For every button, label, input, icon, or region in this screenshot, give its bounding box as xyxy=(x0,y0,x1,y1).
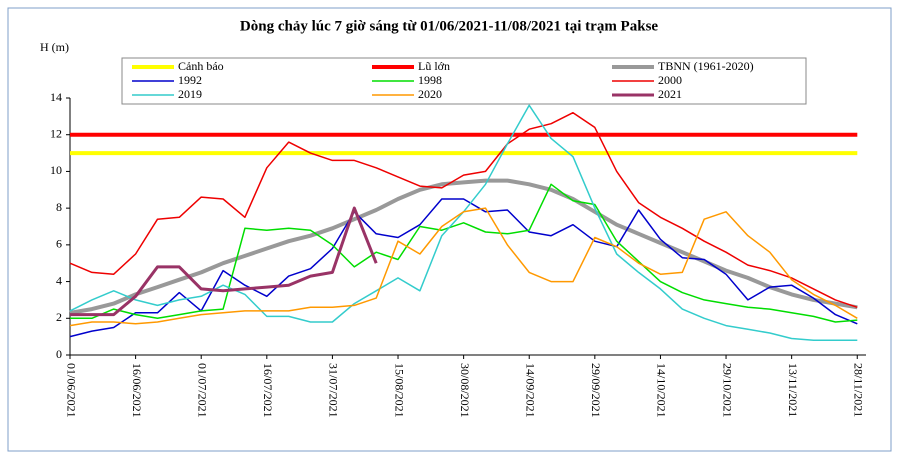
series-line xyxy=(69,207,858,327)
series-line xyxy=(70,183,858,323)
chart-title: Dòng chảy lúc 7 giờ sáng từ 01/06/2021-1… xyxy=(240,18,658,34)
y-axis-label: H (m) xyxy=(40,40,69,54)
series-line xyxy=(70,206,378,317)
y-tick-label: 12 xyxy=(50,126,62,140)
y-tick-label: 2 xyxy=(56,310,62,324)
x-tick-label: 29/10/2021 xyxy=(720,363,734,418)
legend-label: Lũ lớn xyxy=(418,59,450,73)
series-line xyxy=(69,178,858,315)
legend xyxy=(121,57,807,105)
legend-label: 2019 xyxy=(178,87,202,101)
x-tick-label: 29/09/2021 xyxy=(589,363,603,418)
legend-label: 2000 xyxy=(658,73,682,87)
x-tick-label: 16/07/2021 xyxy=(261,363,275,418)
x-tick-label: 28/11/2021 xyxy=(852,363,866,417)
x-tick-label: 30/08/2021 xyxy=(458,363,472,418)
legend-label: Cảnh báo xyxy=(178,59,224,73)
legend-label: 2020 xyxy=(418,87,442,101)
y-tick-label: 10 xyxy=(50,163,62,177)
legend-label: TBNN (1961-2020) xyxy=(658,59,754,73)
x-tick-label: 01/07/2021 xyxy=(195,363,209,418)
y-tick-label: 0 xyxy=(56,347,62,361)
y-tick-label: 6 xyxy=(56,237,62,251)
legend-label: 1992 xyxy=(178,73,202,87)
x-tick-label: 15/08/2021 xyxy=(392,363,406,418)
x-tick-label: 31/07/2021 xyxy=(327,363,341,418)
x-tick-label: 01/06/2021 xyxy=(64,363,78,418)
y-tick-label: 4 xyxy=(56,273,62,287)
x-tick-label: 14/09/2021 xyxy=(523,363,537,418)
legend-label: 1998 xyxy=(418,73,442,87)
legend-label: 2021 xyxy=(658,87,682,101)
series-line xyxy=(69,111,858,309)
y-tick-label: 14 xyxy=(50,90,62,104)
y-tick-label: 8 xyxy=(56,200,62,214)
x-tick-label: 13/11/2021 xyxy=(786,363,800,417)
x-tick-label: 16/06/2021 xyxy=(130,363,144,418)
x-tick-label: 14/10/2021 xyxy=(655,363,669,418)
